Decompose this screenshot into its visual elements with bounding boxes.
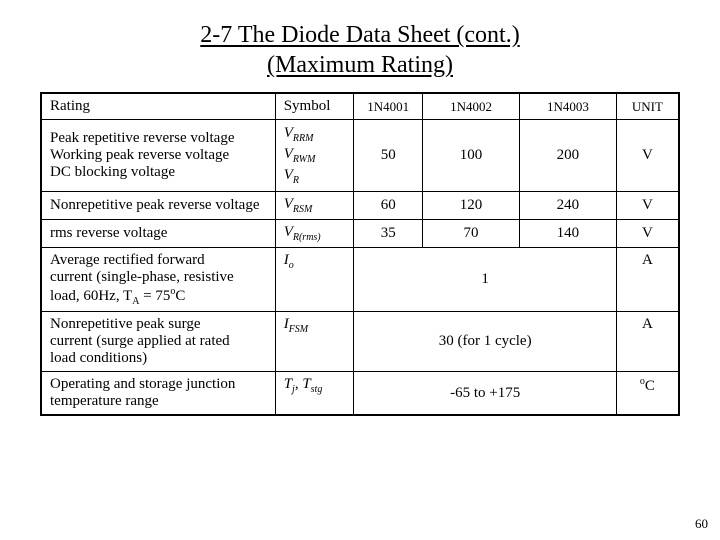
table-header-row: Rating Symbol 1N4001 1N4002 1N4003 UNIT <box>41 93 679 120</box>
rating-line: DC blocking voltage <box>50 164 175 180</box>
value-cell: 35 <box>354 220 423 248</box>
symbol-sub: R(rms) <box>293 232 321 243</box>
header-1n4003: 1N4003 <box>519 93 616 120</box>
table-row: Nonrepetitive peak reverse voltage VRSM … <box>41 192 679 220</box>
rating-line: Operating and storage junction <box>50 376 235 392</box>
rating-line: load conditions) <box>50 350 147 366</box>
symbol-base: T <box>284 376 292 392</box>
rating-line: C <box>175 288 185 304</box>
symbol-cell: IFSM <box>275 312 354 372</box>
unit-cell: V <box>616 220 679 248</box>
rating-cell: Nonrepetitive peak reverse voltage <box>41 192 275 220</box>
value-cell: 60 <box>354 192 423 220</box>
rating-line: Nonrepetitive peak surge <box>50 316 201 332</box>
unit-cell: oC <box>616 372 679 416</box>
rating-line: Peak repetitive reverse voltage <box>50 130 235 146</box>
value-cell: 100 <box>423 120 520 192</box>
title-line-1: 2-7 The Diode Data Sheet (cont.) <box>200 20 519 50</box>
value-cell: 50 <box>354 120 423 192</box>
symbol-base: V <box>284 146 293 162</box>
header-rating: Rating <box>41 93 275 120</box>
rating-line: Average rectified forward <box>50 252 205 268</box>
symbol-sub: stg <box>311 384 323 395</box>
rating-line: current (surge applied at rated <box>50 333 230 349</box>
symbol-sub: RSM <box>293 204 312 215</box>
header-1n4001: 1N4001 <box>354 93 423 120</box>
symbol-sub: FSM <box>289 324 308 335</box>
value-cell: 240 <box>519 192 616 220</box>
symbol-cell: Io <box>275 248 354 312</box>
symbol-cell: VRRM VRWM VR <box>275 120 354 192</box>
table-row: Average rectified forward current (singl… <box>41 248 679 312</box>
unit-cell: A <box>616 248 679 312</box>
symbol-cell: VR(rms) <box>275 220 354 248</box>
rating-line: Working peak reverse voltage <box>50 147 229 163</box>
value-cell-merged: -65 to +175 <box>354 372 616 416</box>
symbol-base: V <box>284 125 293 141</box>
table-row: Peak repetitive reverse voltage Working … <box>41 120 679 192</box>
unit-base: C <box>645 378 655 394</box>
rating-line: temperature range <box>50 393 159 409</box>
value-cell-merged: 1 <box>354 248 616 312</box>
symbol-cell: Tj, Tstg <box>275 372 354 416</box>
title-line-2: (Maximum Rating) <box>267 50 453 80</box>
header-unit: UNIT <box>616 93 679 120</box>
symbol-sub: RRM <box>293 133 314 144</box>
symbol-base: V <box>284 196 293 212</box>
rating-cell: rms reverse voltage <box>41 220 275 248</box>
value-cell: 140 <box>519 220 616 248</box>
symbol-base: V <box>284 167 293 183</box>
page-number: 60 <box>695 516 708 532</box>
unit-cell: A <box>616 312 679 372</box>
header-symbol: Symbol <box>275 93 354 120</box>
rating-line: load, 60Hz, T <box>50 288 132 304</box>
symbol-base: T <box>302 376 310 392</box>
symbol-sub: o <box>289 260 294 271</box>
value-cell: 70 <box>423 220 520 248</box>
rating-cell: Operating and storage junction temperatu… <box>41 372 275 416</box>
ratings-table: Rating Symbol 1N4001 1N4002 1N4003 UNIT … <box>40 92 680 416</box>
symbol-sub: R <box>293 175 299 186</box>
value-cell: 200 <box>519 120 616 192</box>
rating-line: = 75 <box>139 288 170 304</box>
table-row: rms reverse voltage VR(rms) 35 70 140 V <box>41 220 679 248</box>
symbol-base: V <box>284 224 293 240</box>
rating-cell: Peak repetitive reverse voltage Working … <box>41 120 275 192</box>
rating-line: current (single-phase, resistive <box>50 269 234 285</box>
symbol-sub: RWM <box>293 154 316 165</box>
header-1n4002: 1N4002 <box>423 93 520 120</box>
unit-cell: V <box>616 120 679 192</box>
symbol-cell: VRSM <box>275 192 354 220</box>
table-row: Nonrepetitive peak surge current (surge … <box>41 312 679 372</box>
rating-cell: Average rectified forward current (singl… <box>41 248 275 312</box>
value-cell-merged: 30 (for 1 cycle) <box>354 312 616 372</box>
value-cell: 120 <box>423 192 520 220</box>
table-row: Operating and storage junction temperatu… <box>41 372 679 416</box>
rating-cell: Nonrepetitive peak surge current (surge … <box>41 312 275 372</box>
slide-title: 2-7 The Diode Data Sheet (cont.) (Maximu… <box>40 20 680 80</box>
unit-cell: V <box>616 192 679 220</box>
